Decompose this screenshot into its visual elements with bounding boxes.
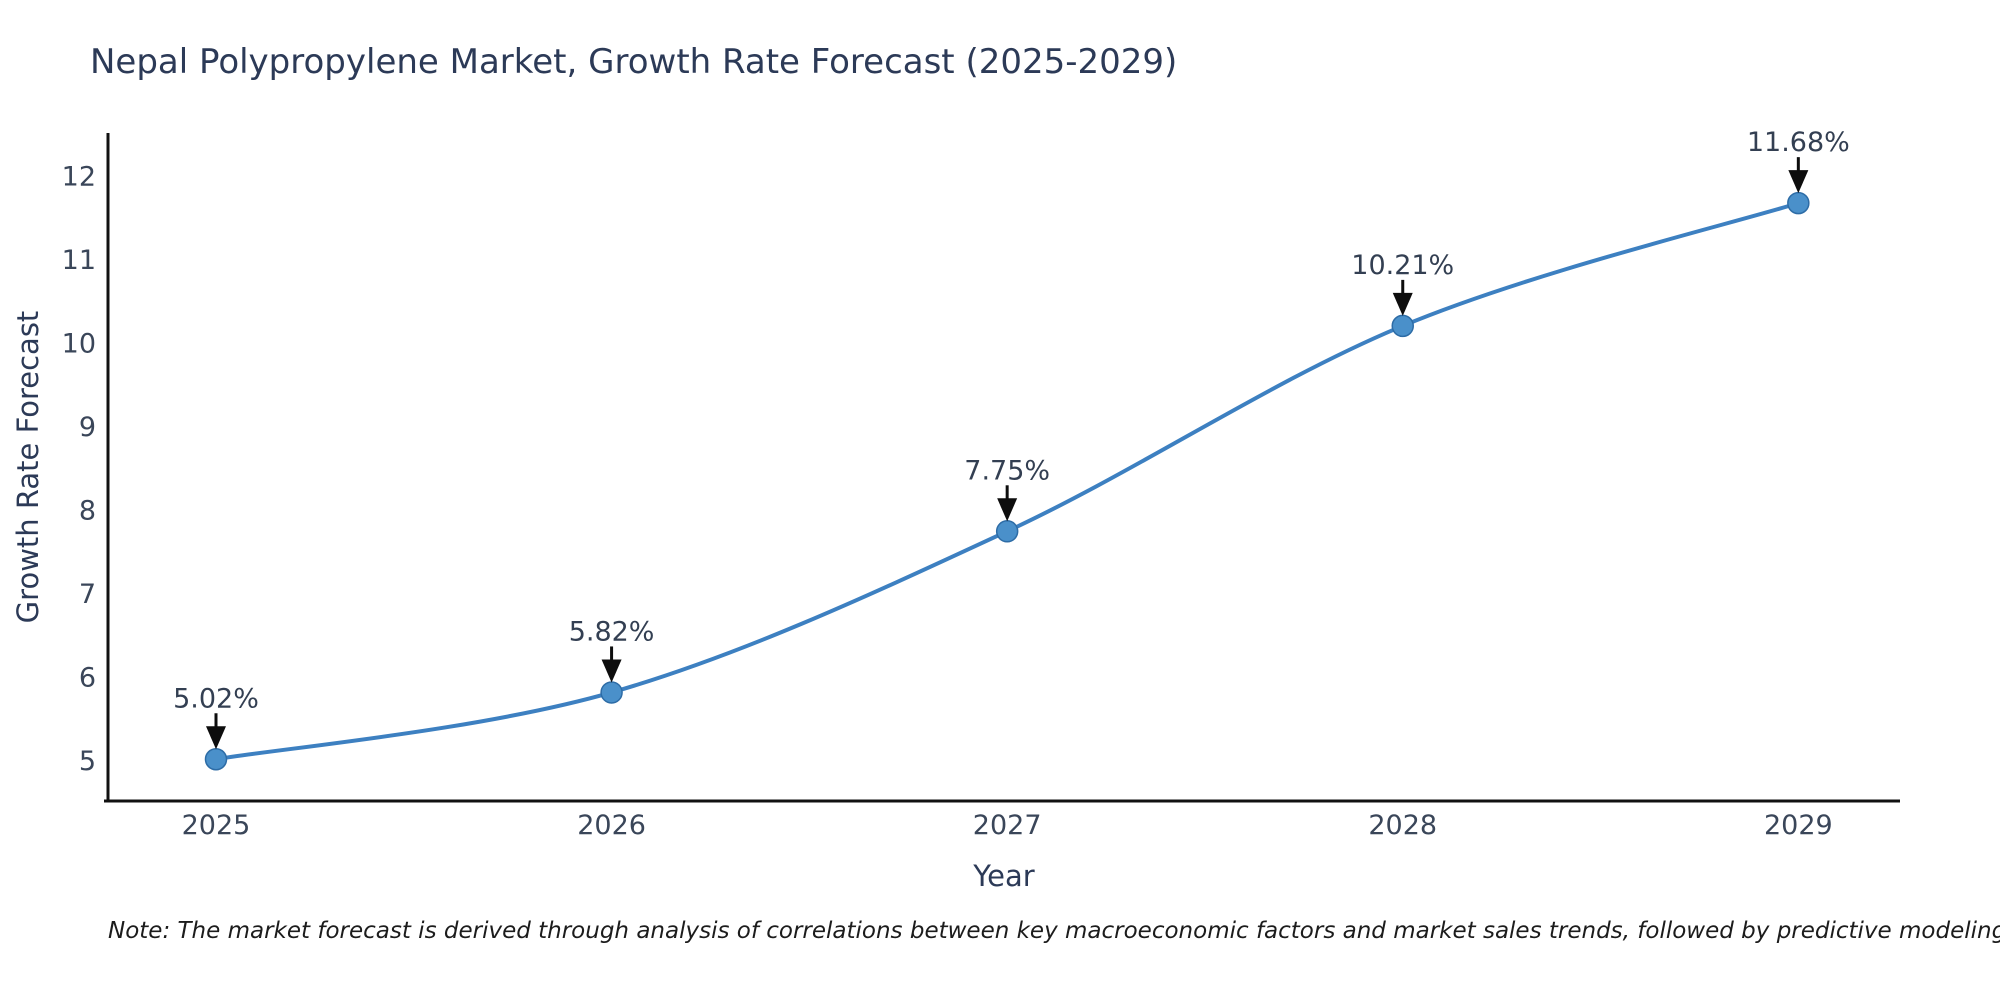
x-tick-label: 2026 [577, 810, 646, 841]
data-point-marker [600, 681, 623, 704]
data-point-marker [1391, 314, 1414, 338]
y-tick-label: 12 [62, 161, 96, 192]
y-tick-label: 7 [79, 579, 96, 610]
data-point-marker [995, 520, 1019, 543]
x-tick-label: 2027 [973, 810, 1042, 841]
data-point-label: 7.75% [964, 455, 1050, 486]
annotation-arrow-head [205, 726, 226, 750]
x-tick-label: 2029 [1764, 810, 1833, 841]
annotation-arrow-head [1392, 292, 1413, 316]
y-tick-label: 11 [62, 245, 96, 276]
annotation-arrow-head [601, 659, 622, 683]
x-axis-title: Year [972, 859, 1034, 893]
y-tick-label: 6 [79, 662, 96, 693]
annotation-arrow-head [997, 498, 1018, 522]
y-tick-label: 10 [62, 328, 96, 359]
x-tick-label: 2025 [182, 810, 251, 841]
y-tick-label: 9 [79, 412, 96, 443]
y-tick-label: 5 [79, 746, 96, 777]
footnote: Note: The market forecast is derived thr… [108, 918, 2000, 944]
data-point-label: 11.68% [1747, 127, 1850, 158]
x-tick-label: 2028 [1368, 810, 1437, 841]
data-point-label: 5.82% [569, 616, 655, 647]
data-point-marker [1787, 191, 1810, 215]
data-point-label: 5.02% [173, 683, 259, 714]
chart-title: Nepal Polypropylene Market, Growth Rate … [90, 42, 1178, 82]
data-point-label: 10.21% [1351, 250, 1454, 281]
y-axis-title: Growth Rate Forecast [11, 311, 45, 624]
data-point-marker [204, 748, 228, 771]
annotation-arrow-head [1788, 170, 1809, 194]
y-tick-label: 8 [79, 495, 96, 526]
